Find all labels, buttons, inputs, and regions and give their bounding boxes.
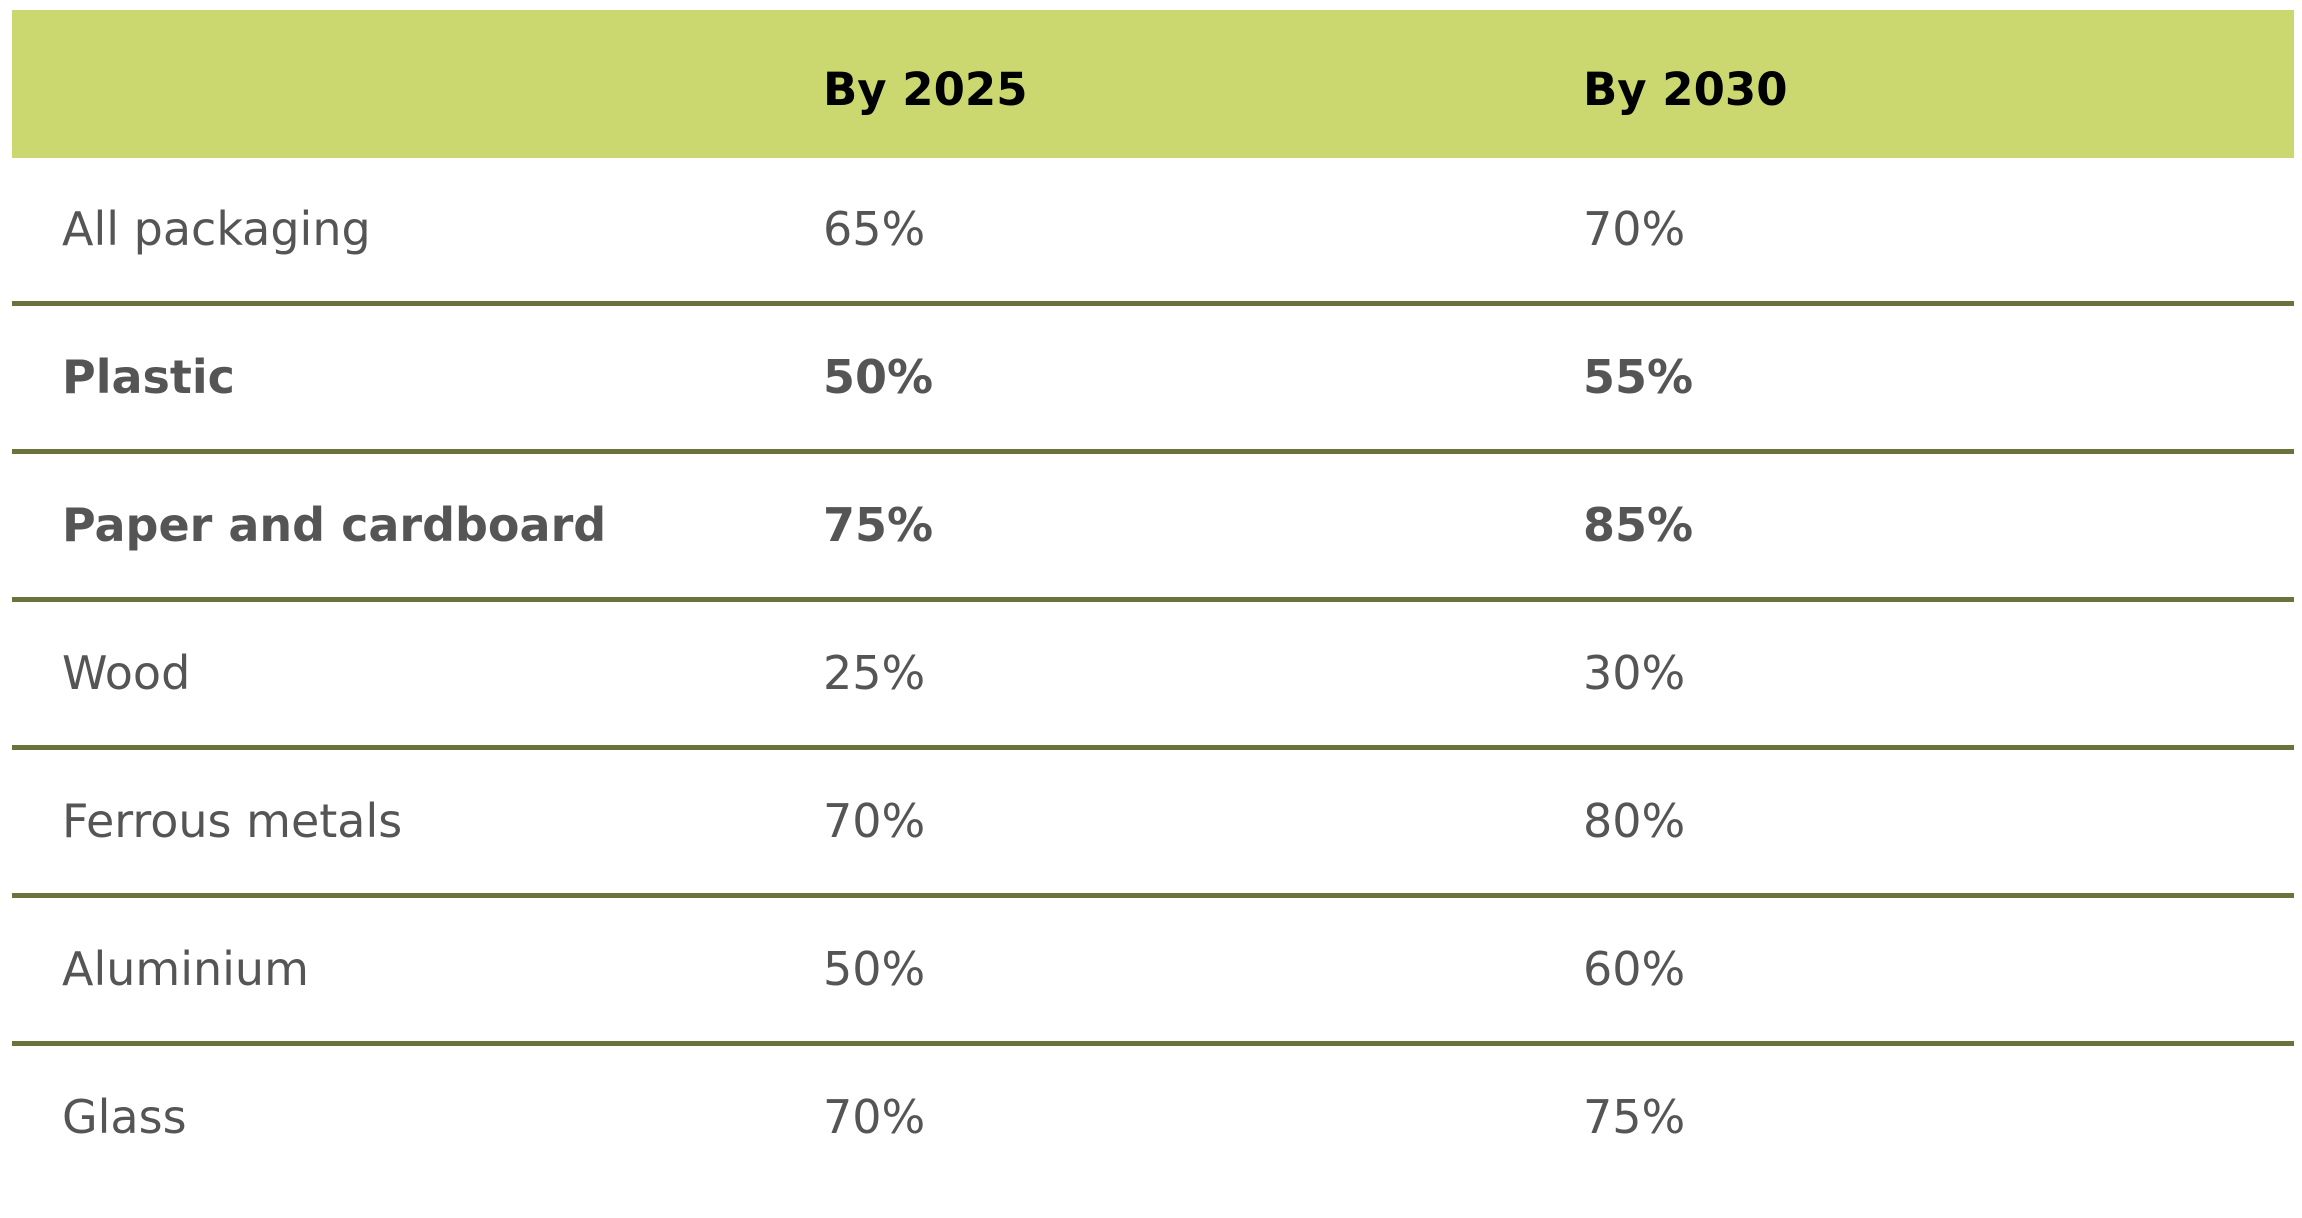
table-row: Plastic 50% 55%	[12, 306, 2294, 454]
by-2030-cell: 55%	[1583, 350, 1694, 404]
material-cell: Aluminium	[62, 942, 309, 996]
material-cell: Glass	[62, 1090, 187, 1144]
table-row: Paper and cardboard 75% 85%	[12, 454, 2294, 602]
table-row: Ferrous metals 70% 80%	[12, 750, 2294, 898]
by-2025-cell: 65%	[823, 202, 926, 256]
by-2030-cell: 80%	[1583, 794, 1686, 848]
by-2025-cell: 25%	[823, 646, 926, 700]
by-2030-cell: 75%	[1583, 1090, 1686, 1144]
table-header-row: By 2025 By 2030	[12, 10, 2294, 158]
material-cell: Plastic	[62, 350, 235, 404]
table-row: Aluminium 50% 60%	[12, 898, 2294, 1046]
by-2030-cell: 85%	[1583, 498, 1694, 552]
by-2025-cell: 50%	[823, 942, 926, 996]
by-2025-cell: 75%	[823, 498, 934, 552]
material-cell: All packaging	[62, 202, 371, 256]
header-by-2030: By 2030	[1583, 63, 1788, 116]
material-cell: Paper and cardboard	[62, 498, 607, 552]
table-row: Glass 70% 75%	[12, 1046, 2294, 1189]
by-2025-cell: 50%	[823, 350, 934, 404]
header-by-2025: By 2025	[823, 63, 1028, 116]
recycling-targets-table: By 2025 By 2030 All packaging 65% 70% Pl…	[12, 10, 2294, 1189]
by-2030-cell: 60%	[1583, 942, 1686, 996]
material-cell: Wood	[62, 646, 191, 700]
material-cell: Ferrous metals	[62, 794, 403, 848]
by-2025-cell: 70%	[823, 1090, 926, 1144]
by-2030-cell: 70%	[1583, 202, 1686, 256]
table-row: Wood 25% 30%	[12, 602, 2294, 750]
by-2030-cell: 30%	[1583, 646, 1686, 700]
table-row: All packaging 65% 70%	[12, 158, 2294, 306]
by-2025-cell: 70%	[823, 794, 926, 848]
